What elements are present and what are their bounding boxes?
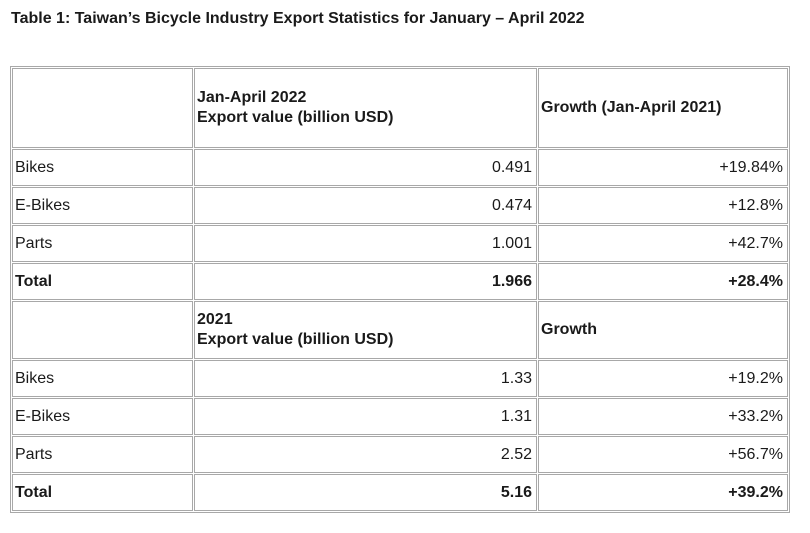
total-value: 1.966 bbox=[194, 263, 537, 300]
row-label: E-Bikes bbox=[12, 187, 193, 224]
total-value: 5.16 bbox=[194, 474, 537, 511]
row-growth: +33.2% bbox=[538, 398, 788, 435]
header-period-label: 2021 bbox=[197, 311, 233, 328]
row-value: 1.001 bbox=[194, 225, 537, 262]
row-label: E-Bikes bbox=[12, 398, 193, 435]
header-period-label: Jan-April 2022 bbox=[197, 89, 307, 106]
table-row: E-Bikes 1.31 +33.2% bbox=[12, 398, 788, 435]
table-title: Table 1: Taiwan’s Bicycle Industry Expor… bbox=[11, 10, 585, 27]
row-label: Bikes bbox=[12, 149, 193, 186]
row-growth: +19.2% bbox=[538, 360, 788, 397]
row-value: 0.491 bbox=[194, 149, 537, 186]
table-row: Parts 2.52 +56.7% bbox=[12, 436, 788, 473]
row-growth: +12.8% bbox=[538, 187, 788, 224]
header-export-value-2022: Jan-April 2022 Export value (billion USD… bbox=[194, 68, 537, 148]
table-header-row-2021: 2021 Export value (billion USD) Growth bbox=[12, 301, 788, 359]
table-total-row: Total 5.16 +39.2% bbox=[12, 474, 788, 511]
header-empty-cell bbox=[12, 301, 193, 359]
total-label: Total bbox=[12, 263, 193, 300]
total-growth: +28.4% bbox=[538, 263, 788, 300]
header-growth-2022: Growth (Jan-April 2021) bbox=[538, 68, 788, 148]
table-row: E-Bikes 0.474 +12.8% bbox=[12, 187, 788, 224]
row-value: 2.52 bbox=[194, 436, 537, 473]
total-growth: +39.2% bbox=[538, 474, 788, 511]
table-row: Bikes 0.491 +19.84% bbox=[12, 149, 788, 186]
row-label: Parts bbox=[12, 436, 193, 473]
header-empty-cell bbox=[12, 68, 193, 148]
header-unit-label: Export value (billion USD) bbox=[197, 331, 394, 348]
export-statistics-table: Jan-April 2022 Export value (billion USD… bbox=[10, 66, 790, 513]
row-value: 0.474 bbox=[194, 187, 537, 224]
row-value: 1.31 bbox=[194, 398, 537, 435]
row-value: 1.33 bbox=[194, 360, 537, 397]
row-growth: +56.7% bbox=[538, 436, 788, 473]
header-export-value-2021: 2021 Export value (billion USD) bbox=[194, 301, 537, 359]
row-growth: +42.7% bbox=[538, 225, 788, 262]
row-label: Parts bbox=[12, 225, 193, 262]
header-growth-2021: Growth bbox=[538, 301, 788, 359]
total-label: Total bbox=[12, 474, 193, 511]
header-unit-label: Export value (billion USD) bbox=[197, 109, 394, 126]
table-row: Bikes 1.33 +19.2% bbox=[12, 360, 788, 397]
row-label: Bikes bbox=[12, 360, 193, 397]
table-header-row-2022: Jan-April 2022 Export value (billion USD… bbox=[12, 68, 788, 148]
table-row: Parts 1.001 +42.7% bbox=[12, 225, 788, 262]
row-growth: +19.84% bbox=[538, 149, 788, 186]
table-total-row: Total 1.966 +28.4% bbox=[12, 263, 788, 300]
